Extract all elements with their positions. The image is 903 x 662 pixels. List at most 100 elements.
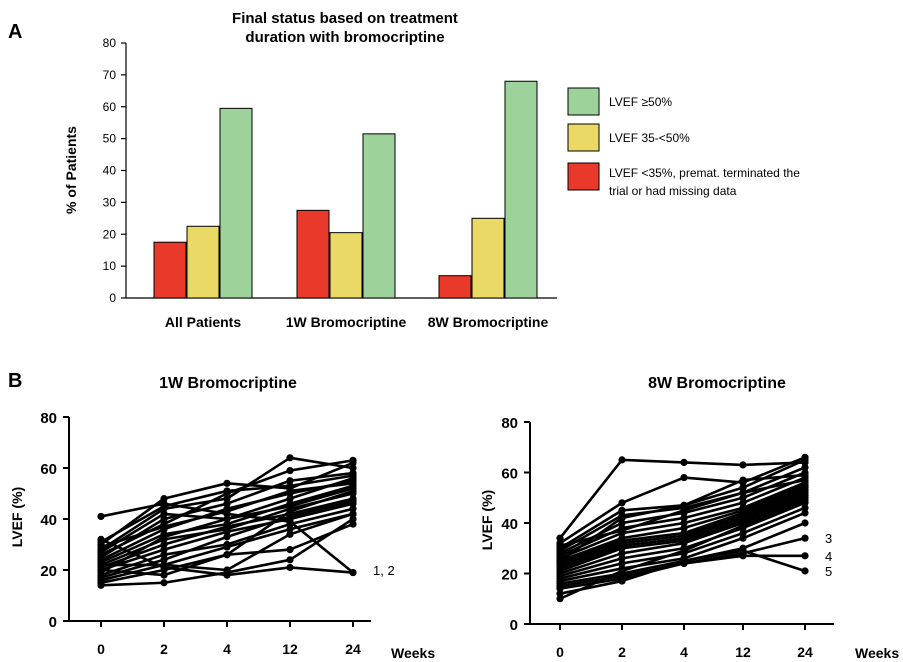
line-8w-data-point bbox=[556, 585, 564, 593]
line-1w-data-point bbox=[286, 482, 294, 490]
legend-swatch-2 bbox=[567, 123, 600, 152]
legend-label-1: LVEF ≥50% bbox=[609, 95, 672, 109]
line-1w-data-point bbox=[223, 543, 231, 551]
line-8w-data-point bbox=[801, 496, 809, 504]
line-1w-y-tick-label: 40 bbox=[40, 512, 57, 529]
line-chart-1w-y-axis-label: LVEF (%) bbox=[9, 487, 25, 547]
bar-chart-y-tick-label: 10 bbox=[103, 259, 117, 273]
line-1w-data-point bbox=[223, 528, 231, 536]
line-1w-data-point bbox=[349, 472, 357, 480]
bar-3-2 bbox=[471, 217, 505, 299]
line-8w-data-point bbox=[618, 577, 626, 585]
line-1w-data-point bbox=[286, 530, 294, 538]
line-8w-data-point bbox=[801, 519, 809, 527]
line-8w-x-tick-label: 2 bbox=[618, 644, 626, 660]
line-8w-data-point bbox=[680, 519, 688, 527]
line-1w-data-point bbox=[223, 479, 231, 487]
line-1w-data-point bbox=[286, 507, 294, 515]
line-chart-1w: 1W Bromocriptine LVEF (%) Weeks 02040608… bbox=[9, 375, 435, 661]
line-8w-data-point bbox=[739, 461, 747, 469]
line-8w-data-point bbox=[739, 552, 747, 560]
line-1w-data-point bbox=[97, 543, 105, 551]
line-1w-data-point bbox=[286, 495, 294, 503]
line-1w-data-point bbox=[223, 551, 231, 559]
line-1w-data-point bbox=[349, 510, 357, 518]
bar-chart-y-tick-label: 0 bbox=[109, 291, 116, 305]
line-1w-data-point bbox=[286, 525, 294, 533]
line-1w-data-point bbox=[349, 497, 357, 505]
line-1w-data-point bbox=[286, 520, 294, 528]
bar-chart-title-line-2: duration with bromocriptine bbox=[245, 29, 444, 46]
line-1w-x-tick-label: 0 bbox=[97, 641, 105, 657]
bar-chart-y-axis-label: % of Patients bbox=[63, 126, 79, 214]
bar-2-1 bbox=[296, 209, 330, 299]
line-8w-data-point bbox=[739, 484, 747, 492]
line-8w-data-point bbox=[556, 590, 564, 598]
line-8w-data-point bbox=[618, 549, 626, 557]
line-8w-data-point bbox=[739, 499, 747, 507]
line-8w-y-tick-label: 0 bbox=[510, 617, 518, 634]
line-8w-data-point bbox=[556, 557, 564, 565]
bar-chart-y-tick-label: 60 bbox=[103, 100, 117, 114]
line-1w-data-point bbox=[160, 551, 168, 559]
line-1w-y-tick-label: 0 bbox=[49, 614, 57, 631]
line-1w-data-point bbox=[286, 546, 294, 554]
line-1w-data-point bbox=[286, 487, 294, 495]
line-8w-data-point bbox=[680, 514, 688, 522]
line-8w-x-tick-label: 0 bbox=[556, 644, 564, 660]
line-8w-x-tick-label: 4 bbox=[680, 644, 688, 660]
legend-label-2: LVEF 35-<50% bbox=[609, 131, 690, 145]
line-1w-annotation: 1, 2 bbox=[373, 563, 395, 578]
line-1w-data-point bbox=[349, 568, 357, 577]
line-1w-data-point bbox=[286, 466, 294, 475]
line-1w-data-point bbox=[160, 502, 168, 510]
bar-chart-y-tick-label: 80 bbox=[103, 36, 117, 50]
line-8w-data-point bbox=[618, 506, 626, 514]
line-8w-data-point bbox=[680, 557, 688, 565]
legend-swatch-3 bbox=[567, 162, 600, 191]
line-8w-data-point bbox=[680, 501, 688, 509]
line-8w-data-point bbox=[739, 489, 747, 497]
line-1w-data-point bbox=[223, 515, 231, 523]
line-8w-data-point bbox=[680, 473, 688, 482]
line-1w-data-point bbox=[160, 515, 168, 523]
line-1w-data-point bbox=[286, 454, 294, 462]
line-1w-data-point bbox=[286, 512, 294, 521]
line-1w-data-point bbox=[97, 566, 105, 574]
line-8w-y-tick-label: 40 bbox=[501, 516, 518, 533]
line-chart-1w-x-axis-label: Weeks bbox=[391, 645, 435, 661]
line-1w-x-tick-label: 12 bbox=[282, 641, 298, 657]
line-1w-data-point bbox=[160, 561, 168, 569]
line-chart-8w-title: 8W Bromocriptine bbox=[648, 375, 786, 392]
line-8w-y-tick-label: 80 bbox=[501, 415, 518, 432]
line-1w-data-point bbox=[160, 556, 168, 564]
bar-chart-category-label: All Patients bbox=[165, 314, 241, 330]
line-1w-data-point bbox=[97, 512, 105, 521]
line-1w-data-point bbox=[349, 456, 357, 464]
line-1w-data-point bbox=[160, 510, 168, 518]
line-1w-data-point bbox=[97, 548, 105, 556]
line-8w-annotation: 5 bbox=[825, 564, 832, 579]
line-8w-data-point bbox=[618, 554, 626, 562]
line-1w-x-tick-label: 2 bbox=[160, 641, 168, 657]
line-8w-x-tick-label: 12 bbox=[735, 644, 751, 660]
line-1w-y-tick-label: 20 bbox=[40, 563, 57, 580]
line-8w-data-point bbox=[801, 504, 809, 512]
line-8w-data-point bbox=[680, 506, 688, 514]
bar-3-1 bbox=[438, 275, 472, 299]
line-8w-data-point bbox=[680, 524, 688, 532]
line-1w-data-point bbox=[223, 500, 231, 508]
line-8w-data-point bbox=[618, 519, 626, 527]
bar-3-3 bbox=[504, 80, 538, 299]
line-1w-data-point bbox=[349, 464, 357, 472]
line-8w-data-point bbox=[739, 534, 747, 542]
line-1w-data-point bbox=[160, 495, 168, 503]
line-8w-y-tick-label: 60 bbox=[501, 466, 518, 483]
line-8w-data-point bbox=[618, 567, 626, 575]
legend-swatch-1 bbox=[567, 87, 600, 116]
line-8w-data-point bbox=[801, 552, 809, 560]
line-1w-data-point bbox=[286, 477, 294, 485]
line-1w-data-point bbox=[223, 507, 231, 515]
line-8w-data-point bbox=[739, 529, 747, 537]
